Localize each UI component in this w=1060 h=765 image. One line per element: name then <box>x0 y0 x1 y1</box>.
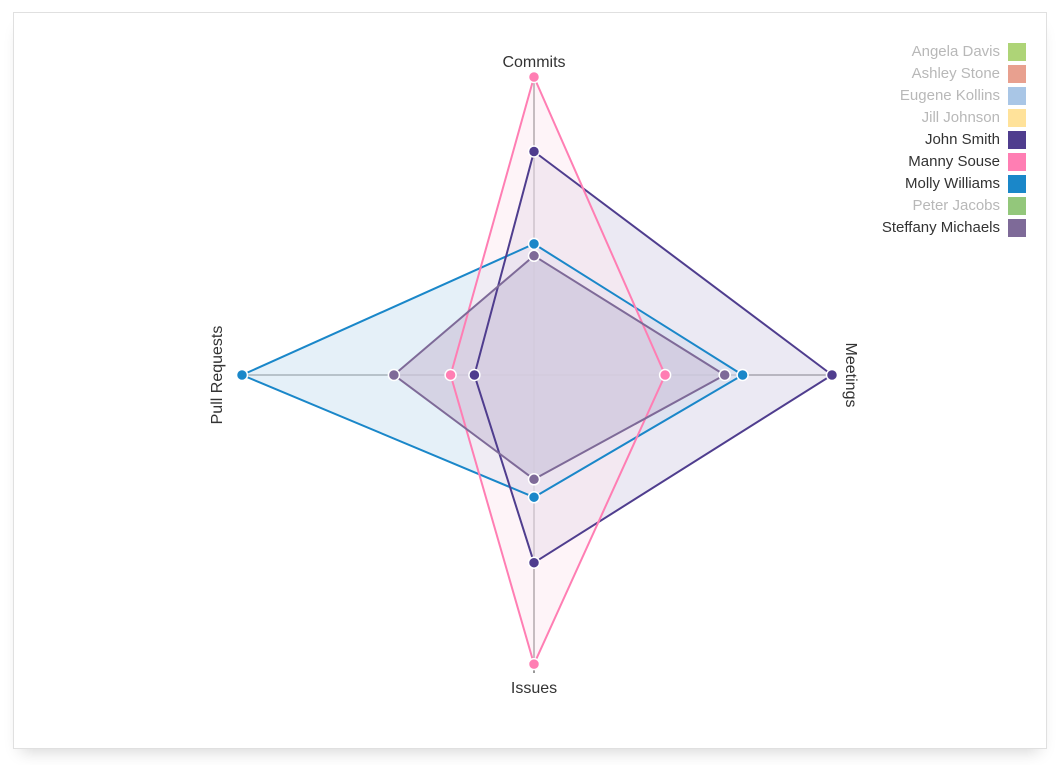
legend-item[interactable]: Molly Williams <box>882 173 1026 195</box>
legend-item[interactable]: Steffany Michaels <box>882 217 1026 239</box>
legend-item-label: Manny Souse <box>908 151 1000 173</box>
legend-item-label: Molly Williams <box>905 173 1000 195</box>
legend-item-label: John Smith <box>925 129 1000 151</box>
legend-swatch <box>1008 65 1026 83</box>
legend-swatch <box>1008 109 1026 127</box>
legend-item[interactable]: Manny Souse <box>882 151 1026 173</box>
legend-item[interactable]: Jill Johnson <box>882 107 1026 129</box>
legend: Angela DavisAshley StoneEugene KollinsJi… <box>882 41 1026 239</box>
axis-label-pull-requests: Pull Requests <box>209 326 227 425</box>
legend-swatch <box>1008 219 1026 237</box>
legend-item[interactable]: Peter Jacobs <box>882 195 1026 217</box>
legend-swatch <box>1008 43 1026 61</box>
legend-item-label: Eugene Kollins <box>900 85 1000 107</box>
radar-chart: Commits Meetings Issues Pull Requests An… <box>14 13 1046 748</box>
legend-item-label: Peter Jacobs <box>912 195 1000 217</box>
legend-item[interactable]: John Smith <box>882 129 1026 151</box>
legend-item-label: Ashley Stone <box>912 63 1000 85</box>
legend-item-label: Jill Johnson <box>922 107 1000 129</box>
legend-swatch <box>1008 153 1026 171</box>
legend-swatch <box>1008 131 1026 149</box>
axis-label-commits: Commits <box>502 54 565 72</box>
chart-card: Commits Meetings Issues Pull Requests An… <box>13 12 1047 749</box>
legend-swatch <box>1008 175 1026 193</box>
legend-item[interactable]: Eugene Kollins <box>882 85 1026 107</box>
legend-item-label: Steffany Michaels <box>882 217 1000 239</box>
axis-label-meetings: Meetings <box>841 343 859 408</box>
axis-label-issues: Issues <box>511 680 557 698</box>
legend-item[interactable]: Angela Davis <box>882 41 1026 63</box>
legend-item-label: Angela Davis <box>912 41 1000 63</box>
legend-swatch <box>1008 87 1026 105</box>
legend-swatch <box>1008 197 1026 215</box>
legend-item[interactable]: Ashley Stone <box>882 63 1026 85</box>
